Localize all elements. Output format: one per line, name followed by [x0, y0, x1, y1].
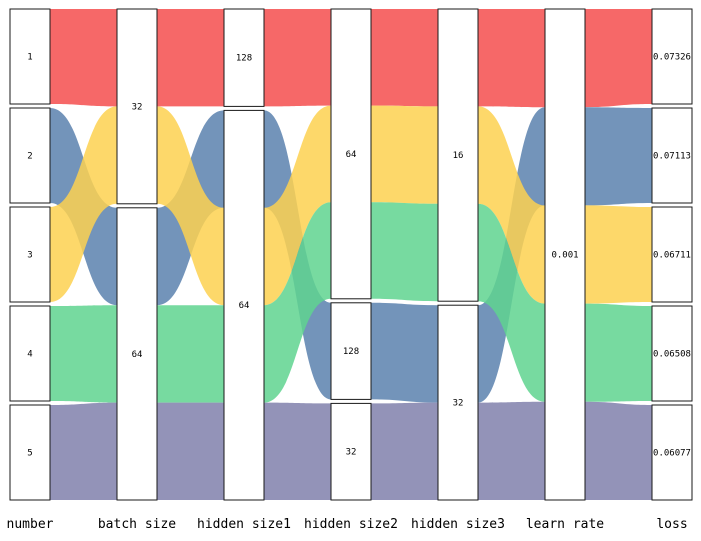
node-label-hidden-size2-32: 32 — [346, 448, 357, 458]
node-label-batch-size-32: 32 — [132, 102, 143, 112]
axis-label-number: number — [7, 517, 54, 532]
flow-record-3-hidden-size1-to-hidden-size2 — [264, 105, 331, 306]
nodes-layer: 1 2 3 4 5 32 64 128 64 64 128 32 16 32 0.001 0.07326 0.0… — [9, 8, 693, 501]
node-hidden-size2-64 — [330, 8, 372, 300]
flow-record-1-batch-size-to-hidden-size1 — [157, 9, 224, 107]
node-label-loss-0-07326: 0.07326 — [653, 53, 691, 63]
flow-record-4-number-to-batch-size — [50, 305, 117, 403]
flow-record-4-learn-rate-to-loss — [585, 303, 652, 402]
node-label-hidden-size3-16: 16 — [453, 151, 464, 161]
node-label-number-2: 2 — [27, 152, 32, 162]
node-hidden-size2-32 — [330, 402, 372, 501]
flow-record-1-hidden-size2-to-hidden-size3 — [371, 9, 438, 107]
flow-record-1-hidden-size3-to-learn-rate — [478, 9, 545, 108]
node-label-number-3: 3 — [27, 251, 32, 261]
node-label-hidden-size3-32: 32 — [453, 399, 464, 409]
axis-label-learn-rate: learn rate — [526, 517, 604, 532]
flow-record-4-hidden-size2-to-hidden-size3 — [371, 202, 438, 302]
node-label-number-4: 4 — [27, 350, 32, 360]
node-hidden-size3-32 — [437, 304, 479, 501]
flow-record-3-hidden-size3-to-learn-rate — [478, 106, 545, 304]
node-loss-0-07326 — [651, 8, 693, 105]
axis-labels-layer: number batch size hidden size1 hidden size2… — [7, 517, 688, 532]
axis-label-hidden-size3: hidden size3 — [411, 517, 505, 532]
node-label-loss-0-07113: 0.07113 — [653, 152, 691, 162]
node-loss-0-06711 — [651, 206, 693, 303]
flow-record-5-hidden-size2-to-hidden-size3 — [371, 402, 438, 500]
node-label-learn-rate-0-001: 0.001 — [551, 251, 578, 261]
node-loss-0-06077 — [651, 404, 693, 501]
flow-record-5-number-to-batch-size — [50, 402, 117, 500]
node-label-loss-0-06077: 0.06077 — [653, 449, 691, 459]
flow-record-5-batch-size-to-hidden-size1 — [157, 402, 224, 500]
flow-record-3-batch-size-to-hidden-size1 — [157, 106, 224, 306]
node-number-5 — [9, 404, 51, 501]
flow-record-5-hidden-size3-to-learn-rate — [478, 401, 545, 500]
axis-label-hidden-size2: hidden size2 — [304, 517, 398, 532]
node-label-hidden-size1-128: 128 — [236, 54, 252, 64]
axis-label-hidden-size1: hidden size1 — [197, 517, 291, 532]
flow-record-1-learn-rate-to-loss — [585, 9, 652, 108]
flow-record-1-hidden-size1-to-hidden-size2 — [264, 9, 331, 107]
node-batch-size-64 — [116, 207, 158, 501]
node-number-2 — [9, 107, 51, 204]
node-number-3 — [9, 206, 51, 303]
flow-record-3-number-to-batch-size — [50, 106, 117, 303]
node-label-batch-size-64: 64 — [132, 350, 143, 360]
node-hidden-size1-128 — [223, 8, 265, 107]
axis-label-batch-size: batch size — [98, 517, 176, 532]
flows-layer — [50, 9, 652, 500]
node-number-1 — [9, 8, 51, 105]
node-hidden-size2-128 — [330, 302, 372, 400]
node-batch-size-32 — [116, 8, 158, 205]
node-learn-rate-0-001 — [544, 8, 586, 501]
node-number-4 — [9, 305, 51, 402]
node-label-hidden-size1-64: 64 — [239, 301, 250, 311]
node-label-loss-0-06508: 0.06508 — [653, 350, 691, 360]
flow-record-4-batch-size-to-hidden-size1 — [157, 305, 224, 403]
flow-record-3-hidden-size2-to-hidden-size3 — [371, 105, 438, 204]
node-label-number-5: 5 — [27, 449, 32, 459]
node-hidden-size3-16 — [437, 8, 479, 302]
node-label-number-1: 1 — [27, 53, 32, 63]
flow-record-4-hidden-size3-to-learn-rate — [478, 203, 545, 402]
node-hidden-size1-64 — [223, 109, 265, 501]
node-label-hidden-size2-64: 64 — [346, 150, 357, 160]
node-label-hidden-size2-128: 128 — [343, 347, 359, 357]
flow-record-5-learn-rate-to-loss — [585, 401, 652, 500]
flow-record-2-hidden-size2-to-hidden-size3 — [371, 302, 438, 403]
flow-record-1-number-to-batch-size — [50, 9, 117, 107]
flow-record-3-learn-rate-to-loss — [585, 205, 652, 304]
flow-record-2-learn-rate-to-loss — [585, 107, 652, 206]
flow-record-4-hidden-size1-to-hidden-size2 — [264, 202, 331, 403]
node-loss-0-07113 — [651, 107, 693, 204]
axis-label-loss: loss — [656, 517, 687, 532]
node-loss-0-06508 — [651, 305, 693, 402]
flow-record-5-hidden-size1-to-hidden-size2 — [264, 402, 331, 500]
node-label-loss-0-06711: 0.06711 — [653, 251, 691, 261]
